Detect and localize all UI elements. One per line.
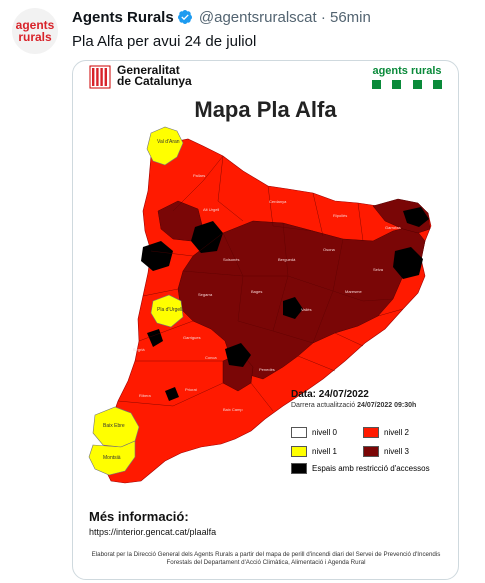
label-pla-urgell: Pla d'Urgell <box>157 307 182 313</box>
legend-swatch-nivell0 <box>291 427 307 438</box>
svg-text:Ripollès: Ripollès <box>333 213 347 218</box>
svg-text:Garrotxa: Garrotxa <box>385 225 401 230</box>
svg-text:Bages: Bages <box>251 289 262 294</box>
svg-text:Priorat: Priorat <box>185 387 198 392</box>
generalitat-line1: Generalitat <box>117 63 180 77</box>
map-date: 24/07/2022 <box>318 389 369 400</box>
label-baix-ebre: Baix Ebre <box>103 423 125 429</box>
agents-rurals-logo-text: agents rurals <box>372 65 442 77</box>
date-label: Data: <box>291 389 317 400</box>
account-handle[interactable]: @agentsruralscat <box>198 9 317 26</box>
verified-badge-icon <box>177 10 192 25</box>
header-separator: · <box>320 9 326 26</box>
agents-rurals-logo-squares-icon <box>372 80 442 89</box>
legend-label-nivell2: nivell 2 <box>384 428 409 437</box>
legend-label-nivell1: nivell 1 <box>312 447 337 456</box>
catalonia-map: Pallars Alt Urgell Cerdanya Ripollès Garro… <box>88 126 432 484</box>
map-region-labels: Pallars Alt Urgell Cerdanya Ripollès Garro… <box>133 173 401 412</box>
legend-item-nivell1: nivell 1 <box>291 446 337 457</box>
legend-swatch-nivell3 <box>363 446 379 457</box>
map-region-borders <box>117 155 404 412</box>
tweet-media-image[interactable]: Generalitat de Catalunya agents rurals M… <box>72 60 459 580</box>
legend-label-nivell3: nivell 3 <box>384 447 409 456</box>
map-restriccio-area-6 <box>403 207 429 227</box>
avatar-text-line2: rurals <box>18 30 52 44</box>
map-restriccio-area-5 <box>283 297 303 319</box>
svg-text:Selva: Selva <box>373 267 384 272</box>
map-region-nivell3-central <box>177 220 426 380</box>
map-region-val-aran <box>146 126 184 166</box>
svg-text:Segrià: Segrià <box>133 347 145 352</box>
map-restriccio-area-4 <box>225 343 251 367</box>
map-region-pla-urgell <box>150 294 184 328</box>
map-restriccio-area-2 <box>191 221 223 253</box>
generalitat-line2: de Catalunya <box>117 74 192 88</box>
map-footer-credit: Elaborat per la Direcció General dels Ag… <box>91 551 441 566</box>
map-region-montsia <box>88 440 136 476</box>
svg-text:Ribera: Ribera <box>139 393 152 398</box>
svg-text:Solsonès: Solsonès <box>223 257 239 262</box>
svg-text:Segarra: Segarra <box>198 292 213 297</box>
updated-label: Darrera actualització <box>291 402 356 409</box>
tweet-timestamp[interactable]: 56min <box>330 9 371 26</box>
svg-text:Vallès: Vallès <box>301 307 312 312</box>
legend-swatch-nivell1 <box>291 446 307 457</box>
legend-swatch-restriccio <box>291 463 307 474</box>
map-title: Mapa Pla Alfa <box>194 97 337 122</box>
tweet-header: Agents Rurals @agentsruralscat · 56min <box>72 9 371 26</box>
more-info-url[interactable]: https://interior.gencat.cat/plaalfa <box>89 527 217 537</box>
map-restriccio-area-1 <box>141 241 173 271</box>
svg-text:Garrigues: Garrigues <box>183 335 201 340</box>
svg-text:Berguedà: Berguedà <box>278 257 296 262</box>
legend-item-nivell2: nivell 2 <box>363 427 409 438</box>
account-name[interactable]: Agents Rurals <box>72 9 174 26</box>
avatar-text-line1: agents <box>15 18 55 32</box>
label-montsia: Montsià <box>103 455 121 461</box>
svg-text:Pallars: Pallars <box>193 173 205 178</box>
label-val-aran: Val d'Aran <box>157 139 180 145</box>
generalitat-logo-text: Generalitat de Catalunya <box>117 63 192 88</box>
svg-text:Baix Camp: Baix Camp <box>223 407 243 412</box>
avatar[interactable]: agents rurals <box>12 8 58 54</box>
svg-text:Conca: Conca <box>205 355 217 360</box>
svg-text:Cerdanya: Cerdanya <box>269 199 287 204</box>
legend-label-nivell0: nivell 0 <box>312 428 337 437</box>
tweet-text: Pla Alfa per avui 24 de juliol <box>72 33 257 50</box>
agents-rurals-logo: agents rurals <box>372 65 442 89</box>
svg-text:Alt Urgell: Alt Urgell <box>203 207 219 212</box>
map-restriccio-area-8 <box>165 387 179 401</box>
more-info-label: Més informació: <box>89 509 189 524</box>
map-date-block: Data: 24/07/2022 Darrera actualització 2… <box>291 389 416 409</box>
svg-text:Osona: Osona <box>323 247 336 252</box>
map-restriccio-area-3 <box>393 247 423 279</box>
legend-item-nivell0: nivell 0 <box>291 427 337 438</box>
updated-value: 24/07/2022 09:30h <box>357 402 417 409</box>
legend-item-nivell3: nivell 3 <box>363 446 409 457</box>
legend-swatch-nivell2 <box>363 427 379 438</box>
svg-text:Maresme: Maresme <box>345 289 362 294</box>
legend-item-restriccio: Espais amb restricció d'accessos <box>291 463 430 474</box>
generalitat-logo-icon <box>89 65 111 89</box>
svg-text:Penedès: Penedès <box>259 367 275 372</box>
legend-label-restriccio: Espais amb restricció d'accessos <box>312 464 430 473</box>
